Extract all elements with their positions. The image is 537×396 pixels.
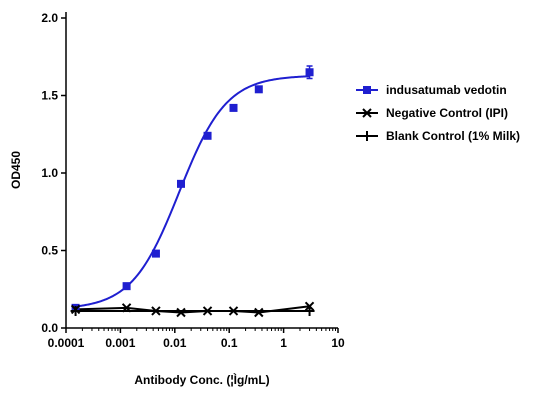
x-tick-label: 0.001	[105, 336, 135, 350]
marker-x	[254, 307, 264, 318]
data-point-main	[203, 131, 212, 140]
marker-square	[122, 282, 131, 291]
data-point-main	[176, 179, 185, 188]
y-tick-label: 1.5	[41, 89, 58, 103]
y-tick-label: 2.0	[41, 11, 58, 25]
y-tick-label: 1.0	[41, 166, 58, 180]
marker-square	[254, 85, 263, 94]
legend-marker	[362, 108, 372, 118]
data-point-negative	[254, 307, 264, 318]
fit-curves	[75, 75, 310, 314]
data-point-main	[229, 103, 238, 112]
axes: 0.0 0.5 1.0 1.5 2.0 0.0001 0.001 0.01 0.1 1 10	[41, 11, 345, 350]
marker-square	[305, 68, 314, 77]
marker-x	[228, 306, 239, 316]
marker-x	[176, 307, 186, 318]
marker-x	[202, 306, 213, 316]
x-tick-label: 0.1	[221, 336, 238, 350]
marker-square	[363, 86, 371, 94]
data-point-main	[305, 68, 314, 77]
marker-plus	[362, 131, 372, 141]
marker-x	[151, 306, 161, 316]
data-point-blank	[70, 305, 81, 316]
y-tick-label: 0.5	[41, 244, 58, 258]
y-tick-label: 0.0	[41, 321, 58, 335]
data-point-main	[122, 282, 131, 291]
legend-label: indusatumab vedotin	[386, 83, 507, 97]
y-axis-label: OD450	[9, 151, 23, 189]
data-point-negative	[202, 306, 213, 316]
marker-square	[203, 131, 212, 140]
x-tick-label: 0.01	[163, 336, 187, 350]
data-points	[70, 65, 315, 318]
marker-square	[229, 103, 238, 112]
fit-curve-indusatumab	[75, 75, 310, 308]
data-point-main	[254, 85, 263, 94]
x-axis-label: Antibody Conc. (¦Ìg/mL)	[134, 372, 269, 387]
marker-square	[151, 249, 160, 258]
x-tick-label: 10	[331, 336, 345, 350]
marker-x	[362, 108, 372, 118]
data-point-negative	[151, 306, 161, 316]
data-point-blank	[304, 305, 315, 316]
data-point-negative	[176, 307, 186, 318]
x-tick-label: 0.0001	[48, 336, 85, 350]
legend-marker	[363, 86, 371, 94]
legend-marker	[362, 131, 372, 141]
legend: indusatumab vedotin Negative Control (IPI…	[356, 83, 520, 143]
x-tick-label: 1	[280, 336, 287, 350]
marker-plus	[304, 305, 315, 316]
legend-label: Negative Control (IPI)	[386, 106, 508, 120]
data-point-negative	[121, 303, 132, 313]
legend-label: Blank Control (1% Milk)	[386, 129, 520, 143]
data-point-main	[151, 249, 160, 258]
data-point-negative	[228, 306, 239, 316]
marker-x	[121, 303, 132, 313]
marker-plus	[70, 305, 81, 316]
marker-square	[176, 179, 185, 188]
